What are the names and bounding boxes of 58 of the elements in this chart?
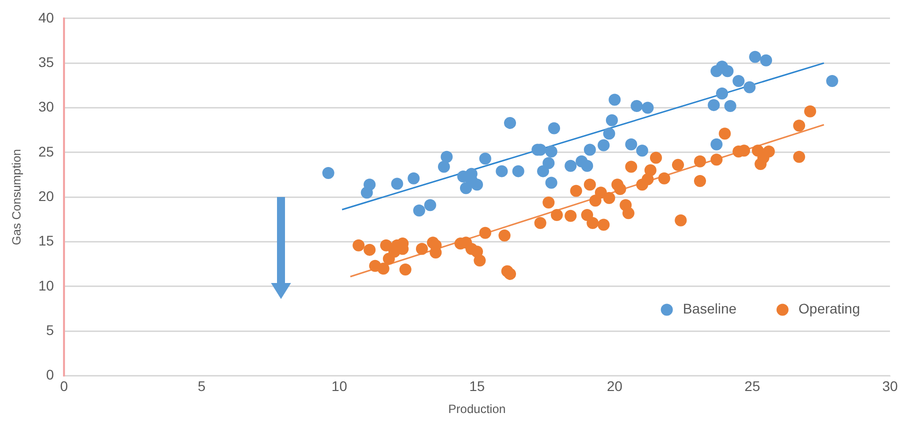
point [625,138,638,150]
y-tick-label: 10 [38,277,54,294]
y-tick-label: 35 [38,54,54,70]
point [722,65,734,78]
x-tick-label: 5 [198,378,206,394]
point [512,165,524,178]
y-tick-label: 30 [38,98,54,115]
point [732,74,745,87]
point [504,116,516,129]
x-tick-label: 25 [744,378,760,394]
point [749,50,762,63]
point [408,172,420,184]
point [440,150,453,163]
point [542,157,555,170]
point [603,128,616,140]
point [545,176,558,189]
point [496,165,508,178]
point [716,87,728,100]
point [438,160,450,173]
point [642,102,654,114]
y-tick-label: 20 [38,188,54,204]
point [608,94,621,106]
point [424,199,436,212]
x-tick-label: 15 [469,378,485,394]
x-tick-label: 10 [332,378,348,394]
point [598,139,610,152]
y-axis-title: Gas Consumption [10,149,24,246]
point [826,74,838,87]
point [479,152,492,165]
y-tick-label: 5 [46,322,54,338]
point [581,160,594,172]
y-tick-label: 40 [38,9,54,26]
point [537,165,550,178]
point [391,178,404,190]
y-tick-label: 25 [38,143,54,160]
point [630,100,643,112]
point [413,204,426,217]
y-tick-label: 15 [38,232,54,249]
x-tick-label: 0 [60,378,68,394]
x-axis-title: Production [448,402,506,416]
legend-label: Baseline [682,300,737,317]
x-tick-label: 30 [882,378,898,394]
point [564,160,577,172]
point [322,166,334,179]
point [584,144,596,156]
legend-label: Operating [798,300,860,317]
x-tick-label: 20 [606,378,623,394]
point [724,100,736,112]
point [708,99,720,112]
y-tick-label: 0 [46,366,54,383]
point [636,144,648,157]
point [710,138,723,150]
point [548,122,560,134]
point [744,81,756,94]
point [760,54,772,66]
point [545,146,558,158]
point [360,186,373,199]
point [606,114,618,126]
